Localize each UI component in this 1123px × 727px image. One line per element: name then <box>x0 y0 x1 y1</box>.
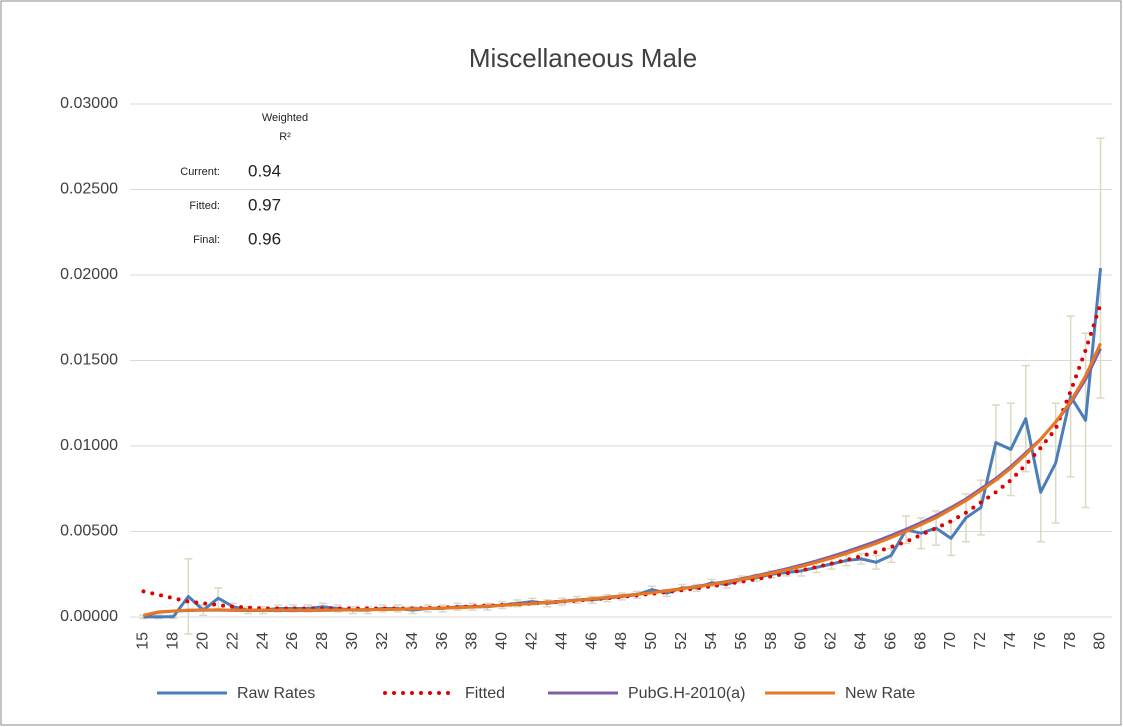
y-tick-label: 0.02000 <box>60 266 118 283</box>
x-tick-label: 15 <box>135 632 152 650</box>
y-tick-label: 0.00000 <box>60 608 118 625</box>
x-tick-label: 62 <box>823 632 840 650</box>
x-tick-label: 78 <box>1062 632 1079 650</box>
x-tick-label: 50 <box>643 632 660 650</box>
x-tick-label: 18 <box>165 632 182 650</box>
y-tick-label: 0.01500 <box>60 352 118 369</box>
legend-label: Fitted <box>465 685 505 702</box>
x-tick-label: 56 <box>733 632 750 650</box>
x-tick-label: 70 <box>942 632 959 650</box>
x-tick-label: 54 <box>703 632 720 650</box>
x-tick-label: 52 <box>673 632 690 650</box>
x-tick-label: 32 <box>374 632 391 650</box>
x-tick-label: 42 <box>523 632 540 650</box>
x-tick-label: 66 <box>882 632 899 650</box>
x-tick-label: 80 <box>1092 632 1109 650</box>
chart-title: Miscellaneous Male <box>469 43 697 73</box>
x-tick-label: 68 <box>912 632 929 650</box>
x-tick-label: 74 <box>1002 632 1019 650</box>
x-tick-label: 20 <box>195 632 212 650</box>
x-tick-label: 26 <box>284 632 301 650</box>
x-tick-label: 44 <box>553 632 570 650</box>
x-tick-label: 24 <box>254 632 271 650</box>
annotation-value: 0.97 <box>248 195 281 214</box>
annotation-value: 0.94 <box>248 161 281 180</box>
x-tick-label: 28 <box>314 632 331 650</box>
y-tick-label: 0.01000 <box>60 437 118 454</box>
y-tick-label: 0.02500 <box>60 181 118 198</box>
annotation-label: Fitted: <box>189 200 220 212</box>
x-tick-label: 76 <box>1032 632 1049 650</box>
x-tick-label: 22 <box>224 632 241 650</box>
x-tick-label: 72 <box>972 632 989 650</box>
annotation-value: 0.96 <box>248 229 281 248</box>
annotation-header: Weighted <box>262 112 308 124</box>
x-tick-label: 60 <box>793 632 810 650</box>
series-line <box>141 302 1103 611</box>
x-tick-label: 48 <box>613 632 630 650</box>
x-tick-label: 58 <box>763 632 780 650</box>
legend-label: Raw Rates <box>237 685 315 702</box>
x-tick-label: 40 <box>494 632 511 650</box>
x-tick-label: 36 <box>434 632 451 650</box>
annotation-label: Current: <box>180 166 220 178</box>
x-tick-label: 64 <box>852 632 869 650</box>
y-tick-label: 0.00500 <box>60 523 118 540</box>
y-tick-label: 0.03000 <box>60 95 118 112</box>
legend-label: PubG.H-2010(a) <box>628 685 745 702</box>
x-tick-label: 38 <box>464 632 481 650</box>
annotation-header: R² <box>279 131 291 143</box>
x-tick-label: 46 <box>583 632 600 650</box>
legend-label: New Rate <box>845 685 915 702</box>
x-tick-label: 34 <box>404 632 421 650</box>
annotation-label: Final: <box>193 234 220 246</box>
x-tick-label: 30 <box>344 632 361 650</box>
series-line <box>143 342 1102 617</box>
